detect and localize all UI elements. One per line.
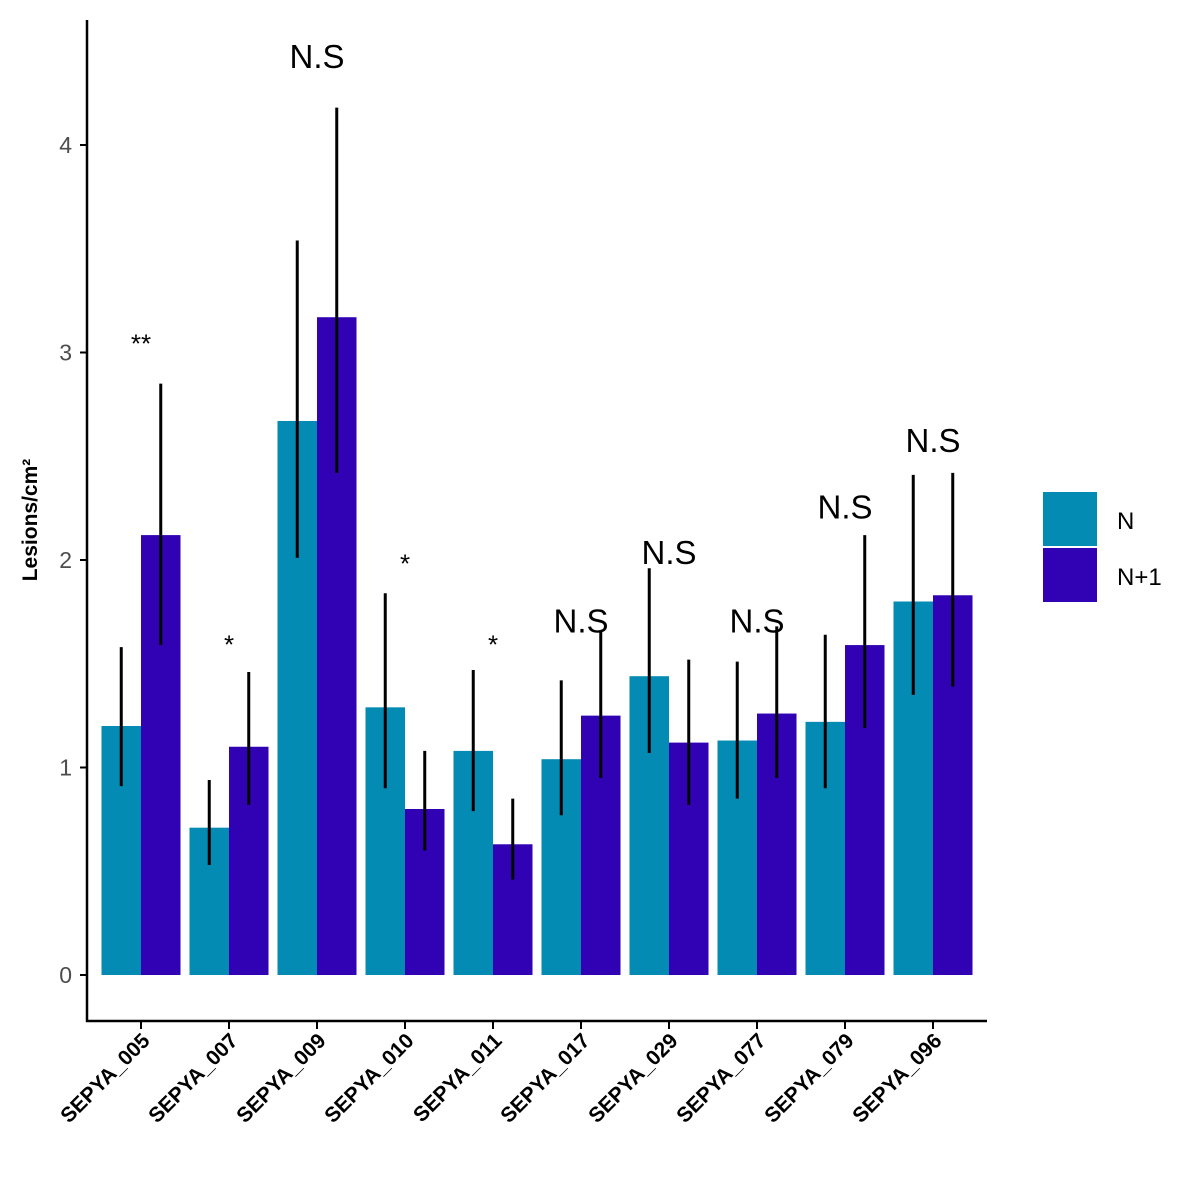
legend-label-n-plus-1: N+1 (1117, 564, 1162, 591)
legend: N N+1 (1043, 492, 1162, 602)
significance-label: * (400, 548, 410, 578)
y-tick-label: 4 (59, 132, 72, 158)
significance-label: * (488, 629, 498, 659)
legend-swatch-n (1043, 492, 1097, 546)
y-tick-label: 0 (59, 962, 72, 988)
legend-swatch-n-plus-1 (1043, 548, 1097, 602)
significance-label: N.S (289, 38, 344, 75)
y-ticks: 0 1 2 3 4 (59, 132, 87, 988)
error-bars-layer (119, 107, 955, 880)
x-tick-label: SEPYA_017 (496, 1029, 594, 1127)
y-axis-title: Lesions/cm² (19, 459, 42, 582)
significance-label: N.S (729, 603, 784, 640)
x-tick-label: SEPYA_029 (584, 1029, 682, 1127)
x-tick-label: SEPYA_077 (672, 1029, 770, 1127)
x-tick-label: SEPYA_007 (144, 1029, 242, 1127)
x-tick-label: SEPYA_011 (409, 1029, 507, 1127)
bars-layer (101, 317, 973, 976)
significance-label: N.S (905, 422, 960, 459)
y-tick-label: 1 (59, 755, 72, 781)
x-tick-label: SEPYA_079 (760, 1029, 858, 1127)
x-tick-label: SEPYA_096 (848, 1029, 946, 1127)
annotations-layer: ***N.S**N.SN.SN.SN.SN.S (131, 38, 961, 659)
axes-layer (85, 20, 987, 1023)
significance-label: N.S (817, 489, 872, 526)
x-tick-label: SEPYA_009 (232, 1029, 330, 1127)
x-ticks: SEPYA_005SEPYA_007SEPYA_009SEPYA_010SEPY… (56, 1021, 947, 1128)
x-tick-label: SEPYA_005 (56, 1029, 155, 1128)
significance-label: * (224, 629, 234, 659)
y-tick-label: 3 (59, 340, 72, 366)
x-tick-label: SEPYA_010 (320, 1029, 418, 1127)
significance-label: ** (131, 329, 151, 359)
legend-label-n: N (1117, 508, 1134, 535)
significance-label: N.S (553, 603, 608, 640)
y-tick-label: 2 (59, 547, 72, 573)
significance-label: N.S (641, 534, 696, 571)
